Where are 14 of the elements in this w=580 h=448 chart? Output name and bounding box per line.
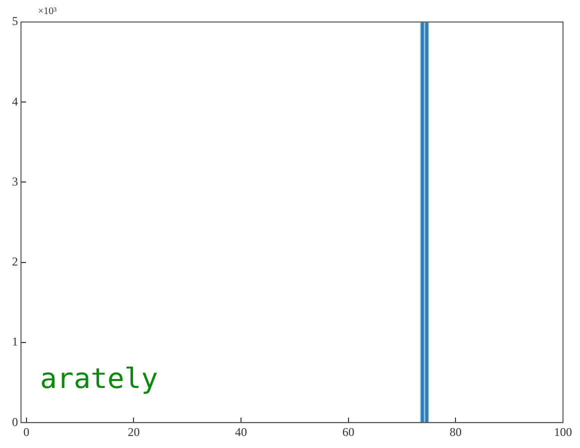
y-tick-label: 0 [12,414,18,429]
x-tick-label: 40 [235,424,248,439]
y-tick-label: 3 [12,174,18,188]
x-tick-label: 0 [23,424,30,439]
y-tick-label: 2 [12,254,18,269]
x-tick-label: 60 [342,424,354,439]
x-tick-label: 100 [554,424,572,439]
x-tick-label: 80 [450,424,462,439]
text: ×10³ [38,6,57,17]
x-tick-label: 20 [128,424,140,439]
y-tick-label: 4 [12,94,18,108]
y-tick-label: 1 [12,334,18,349]
annotation: arately [40,362,158,395]
y-tick-label: 5 [12,14,18,28]
